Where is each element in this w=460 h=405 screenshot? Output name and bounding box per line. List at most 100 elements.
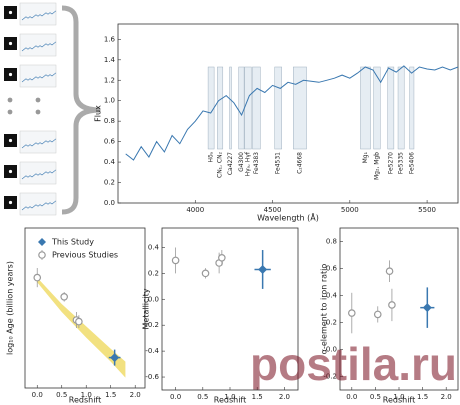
y-tick-label: -0.2 xyxy=(145,321,159,329)
point xyxy=(33,273,42,282)
index-band xyxy=(217,66,224,150)
x-tick-label: 1.0 xyxy=(81,391,92,399)
y-tick-label: 0.2 xyxy=(104,179,115,187)
y-tick-label: 0.8 xyxy=(104,117,115,125)
thumb-star xyxy=(8,10,13,15)
index-band xyxy=(387,66,395,150)
legend-marker xyxy=(38,238,46,246)
band-label: Fe5335 xyxy=(398,152,405,174)
model-band xyxy=(37,277,126,378)
ellipsis-dot xyxy=(35,109,41,115)
band-label: Fe4383 xyxy=(253,152,260,174)
y-tick-label: 0.4 xyxy=(326,292,338,300)
y-tick-label: 0.6 xyxy=(104,138,116,146)
x-tick-label: 0.0 xyxy=(170,393,181,401)
x-tick-label: 0.5 xyxy=(56,391,67,399)
index-band xyxy=(207,66,215,150)
x-axis-label: Redshift xyxy=(383,396,415,405)
index-band xyxy=(373,66,381,150)
band-label: Mg₂, Mgb xyxy=(373,152,380,180)
x-tick-label: 1.5 xyxy=(105,391,116,399)
point xyxy=(347,309,356,317)
ellipsis-dot xyxy=(7,97,13,103)
thumb-spectrum xyxy=(21,41,57,52)
y-tick-label: 1.0 xyxy=(104,97,115,105)
x-tick-label: 1.5 xyxy=(417,393,428,401)
x-tick-label: 1.5 xyxy=(252,393,263,401)
index-band xyxy=(409,66,415,150)
y-axis-label: Flux xyxy=(94,105,103,122)
x-tick-label: 4500 xyxy=(264,206,282,214)
brace xyxy=(61,5,101,215)
y-tick-label: 1.4 xyxy=(104,56,116,64)
point xyxy=(171,256,180,265)
index-band xyxy=(360,66,371,150)
band-label: Fe4531 xyxy=(275,152,282,174)
thumb-star xyxy=(8,200,13,205)
point xyxy=(385,267,394,276)
index-band xyxy=(244,66,252,150)
y-tick-label: -0.4 xyxy=(145,347,159,355)
y-axis-label: α-element to iron ratio xyxy=(320,264,329,355)
thumb-box xyxy=(19,130,57,154)
x-tick-label: 5000 xyxy=(341,206,359,214)
y-axis-label: log₁₀ Age (billion years) xyxy=(6,261,15,355)
point xyxy=(60,292,68,301)
y-tick-label: 0.4 xyxy=(104,158,116,166)
thumb-box xyxy=(19,33,57,57)
y-tick-label: 1.2 xyxy=(104,76,115,84)
point xyxy=(422,303,432,313)
thumb-star xyxy=(8,41,13,46)
index-band xyxy=(274,66,282,150)
index-band xyxy=(252,66,261,150)
y-tick-label: 0.6 xyxy=(326,265,338,273)
x-tick-label: 5500 xyxy=(418,206,436,214)
x-axis-label: Wavelength (Å) xyxy=(257,212,319,223)
y-tick-label: 0.0 xyxy=(326,346,337,354)
band-label: CN₁, CN₂ xyxy=(217,151,224,178)
y-tick-label: 0.0 xyxy=(104,199,115,207)
index-band xyxy=(238,66,245,150)
thumb-box xyxy=(19,64,57,88)
point xyxy=(75,317,83,326)
legend-label: This Study xyxy=(51,238,94,247)
thumb-spectrum xyxy=(21,138,57,149)
x-tick-label: 0.5 xyxy=(370,393,381,401)
legend-marker xyxy=(38,251,46,259)
y-tick-label: 0.2 xyxy=(326,319,337,327)
band-label: Hδₐ xyxy=(208,152,215,163)
plot-frame xyxy=(24,227,146,389)
band-label: Mg₁ xyxy=(362,151,369,163)
x-axis-label: Redshift xyxy=(214,396,246,405)
x-tick-label: 2.0 xyxy=(441,393,452,401)
x-tick-label: 2.0 xyxy=(130,391,141,399)
plot-frame xyxy=(117,23,459,204)
x-tick-label: 1.0 xyxy=(224,393,235,401)
band-label: Fe5270 xyxy=(387,152,394,174)
y-tick-label: -0.6 xyxy=(145,373,159,381)
band-label: G4300 xyxy=(238,152,245,172)
x-tick-label: 4000 xyxy=(186,206,204,214)
thumb-spectrum xyxy=(21,200,57,211)
thumb-spectrum xyxy=(21,10,57,21)
x-tick-label: 0.0 xyxy=(346,393,357,401)
point xyxy=(218,254,226,262)
y-tick-label: 0.0 xyxy=(148,295,159,303)
point xyxy=(258,264,268,274)
band-label: Fe5406 xyxy=(408,152,415,174)
band-label: Hγₐ, Hγf xyxy=(244,151,251,176)
x-axis-label: Redshift xyxy=(69,396,101,405)
thumbnails xyxy=(4,2,57,216)
x-tick-label: 2.0 xyxy=(279,393,290,401)
thumb-box xyxy=(19,161,57,185)
y-tick-label: 0.4 xyxy=(148,243,160,251)
index-band xyxy=(397,66,405,150)
point xyxy=(373,310,382,319)
index-band xyxy=(229,66,232,150)
x-tick-label: 0.5 xyxy=(197,393,208,401)
thumb-box xyxy=(19,2,57,26)
y-tick-label: 0.2 xyxy=(148,269,159,277)
y-tick-label: 0.8 xyxy=(326,238,337,246)
thumb-star xyxy=(8,169,13,174)
